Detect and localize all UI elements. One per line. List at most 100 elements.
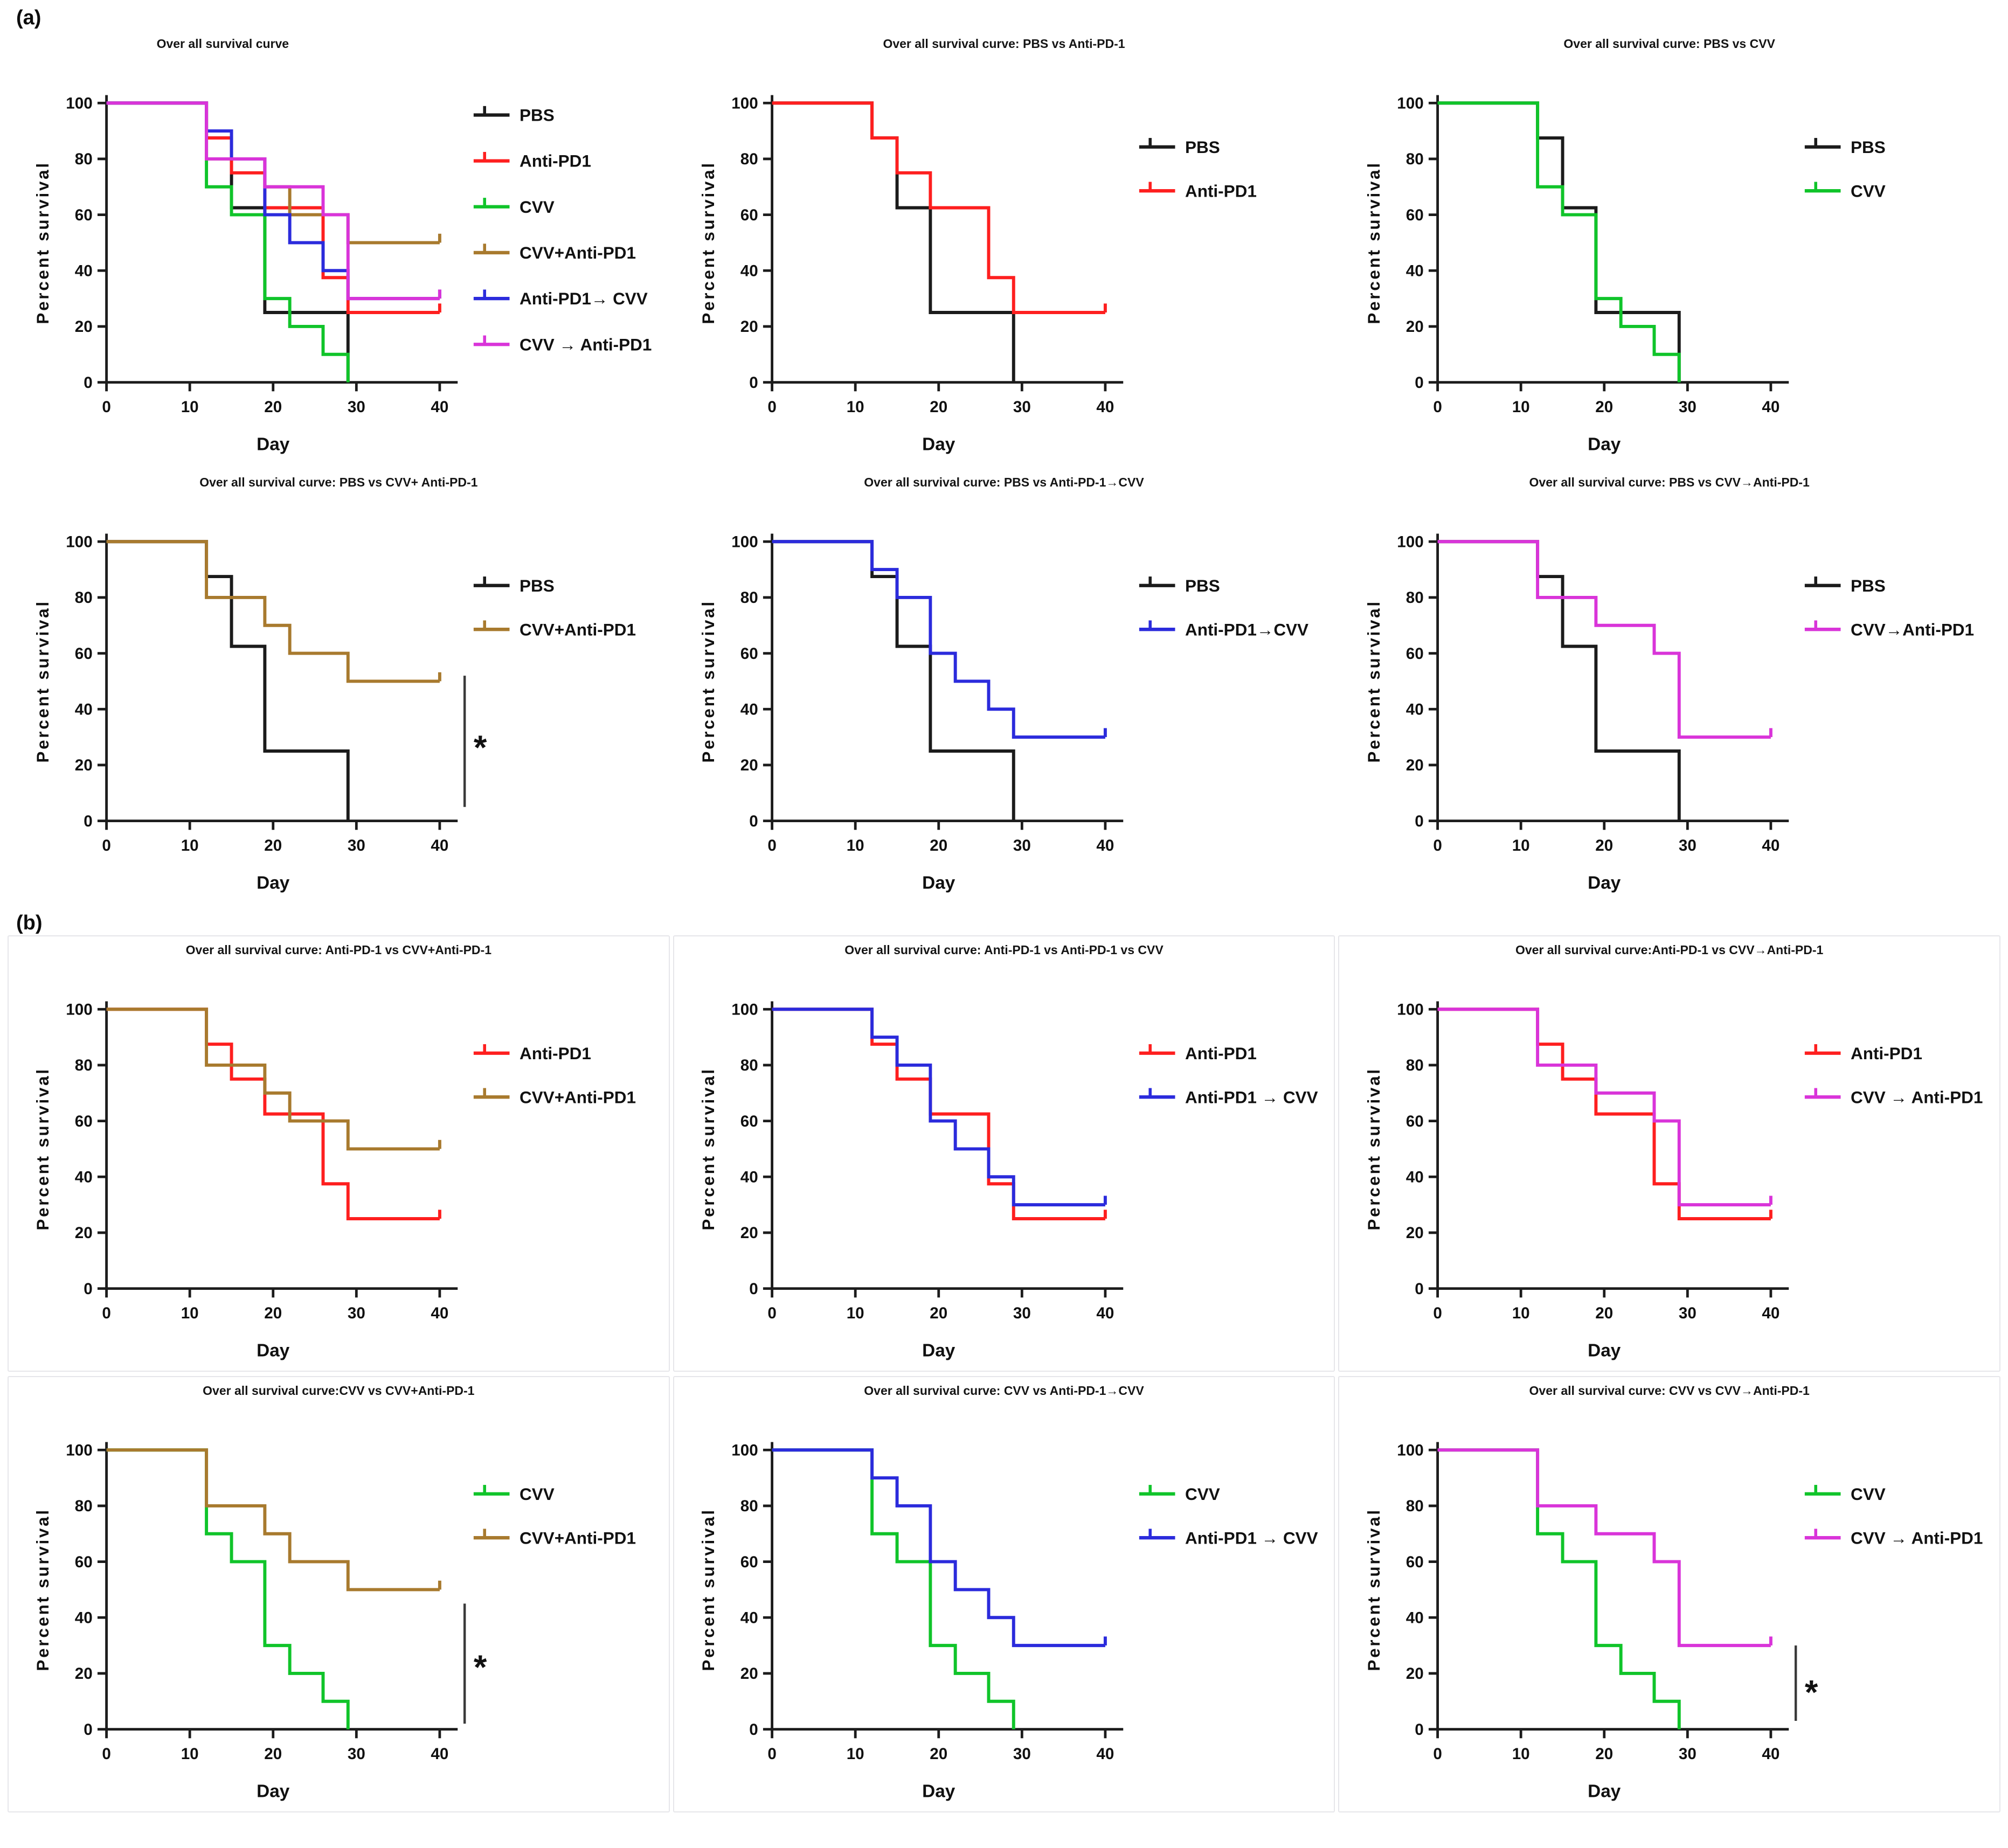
legend-label: CVV [1851,182,1886,200]
legend-label: Anti-PD1 [1185,182,1257,200]
legend-label: Anti-PD1 → CVV [1185,1088,1318,1107]
legend-label: PBS [1851,576,1886,595]
survival-chart: 0 20 40 60 80 100 0 10 20 30 40 Percent survival Day… [699,533,1308,893]
legend-label: PBS [1851,138,1886,157]
axis-labels: 0 20 40 60 80 100 0 10 20 30 40 Percent survival Day [34,1441,449,1801]
survival-panel: Over all survival curve: Anti-PD-1 vs CV… [8,935,670,1372]
x-tick-label: 10 [181,1745,199,1763]
y-tick-label: 0 [749,1280,758,1298]
x-tick-label: 30 [1679,1745,1697,1763]
survival-step-line [772,101,1015,383]
x-tick-label: 0 [767,1745,776,1763]
y-tick-label: 60 [740,645,758,663]
y-tick-label: 40 [75,1168,93,1186]
y-tick-label: 60 [1405,206,1423,224]
legend-item: CVV [474,198,555,217]
y-tick-label: 0 [84,374,93,392]
x-tick-label: 20 [265,1745,282,1763]
x-tick-label: 40 [1762,837,1779,854]
y-tick-label: 40 [1405,700,1423,718]
axis-labels: 0 20 40 60 80 100 0 10 20 30 40 Percent survival Day [1365,1441,1779,1801]
x-tick-label: 30 [1013,1304,1031,1322]
x-tick-label: 40 [1096,398,1114,416]
x-tick-label: 20 [265,398,282,416]
y-tick-label: 0 [1415,1280,1423,1298]
series-CVV-Anti-PD1 [106,101,442,301]
legend-item: CVV→Anti-PD1 [1804,620,1974,639]
y-tick-label: 100 [1397,1441,1423,1459]
y-tick-label: 20 [740,1665,758,1683]
survival-step-line [106,1008,440,1151]
x-tick-label: 40 [1762,1304,1779,1322]
legend-label: PBS [520,106,555,125]
survival-chart: 0 20 40 60 80 100 0 10 20 30 40 Percent survival Day… [699,1441,1318,1801]
survival-step-line [772,540,1105,739]
panel-title: Over all survival curve: PBS vs Anti-PD-… [864,475,1144,489]
axes [1428,1001,1789,1298]
x-tick-label: 10 [181,398,199,416]
axis-labels: 0 20 40 60 80 100 0 10 20 30 40 Percent survival Day [34,533,449,893]
x-tick-label: 10 [1512,398,1529,416]
y-tick-label: 80 [1405,150,1423,168]
y-tick-label: 40 [740,1168,758,1186]
x-tick-label: 10 [181,837,199,854]
y-axis-title: Percent survival [1365,1067,1383,1230]
x-tick-label: 20 [265,1304,282,1322]
x-tick-label: 30 [348,837,365,854]
y-tick-label: 60 [740,1553,758,1571]
survival-step-line [1437,101,1681,383]
series-CVV+Anti-PD1 [106,101,442,245]
y-tick-label: 100 [66,1441,93,1459]
series-PBS [772,101,1015,383]
series-CVV+Anti-PD1 [106,1008,442,1151]
survival-panel: Over all survival curve: CVV vs CVV→Anti… [1338,1376,2000,1812]
x-tick-label: 20 [1595,837,1613,854]
y-tick-label: 20 [75,1224,93,1242]
x-tick-label: 0 [767,837,776,854]
panel-title: Over all survival curve:CVV vs CVV+Anti-… [203,1384,475,1398]
survival-step-line [1437,101,1681,383]
y-tick-label: 60 [75,645,93,663]
x-tick-label: 30 [348,398,365,416]
survival-step-line [106,101,440,245]
x-tick-label: 30 [1679,1304,1697,1322]
legend-item: PBS [1139,576,1220,595]
y-tick-label: 80 [740,589,758,607]
survival-panel: Over all survival curve 0 20 40 60 80 100 0 10 2… [8,30,670,464]
y-tick-label: 80 [75,1497,93,1515]
y-tick-label: 60 [740,1113,758,1130]
survival-step-line [1437,540,1771,739]
legend-label: Anti-PD1→ CVV [520,289,648,308]
survival-step-line [772,1008,1105,1207]
legend-item: Anti-PD1 [1804,1044,1922,1063]
y-axis-title: Percent survival [1365,1508,1383,1671]
series-PBS [1437,101,1681,383]
survival-panel: Over all survival curve:CVV vs CVV+Anti-… [8,1376,670,1812]
x-tick-label: 20 [1595,1304,1613,1322]
panel-title: Over all survival curve [156,37,289,51]
legend-label: CVV [520,198,555,217]
y-tick-label: 40 [740,262,758,280]
y-tick-label: 100 [1397,1001,1423,1018]
survival-chart: 0 20 40 60 80 100 0 10 20 30 40 Percent survival Day… [34,94,652,454]
x-tick-label: 0 [102,837,111,854]
axis-labels: 0 20 40 60 80 100 0 10 20 30 40 Percent survival Day [1365,1001,1779,1360]
series-CVV [106,1448,350,1729]
y-tick-label: 80 [740,1057,758,1074]
series-CVV-Anti-PD1 [1437,1448,1772,1648]
panel-title: Over all survival curve: CVV vs CVV→Anti… [1529,1384,1810,1398]
y-tick-label: 20 [75,1665,93,1683]
survival-panel: Over all survival curve: PBS vs Anti-PD-… [673,469,1335,903]
legend-label: Anti-PD1 [1851,1044,1922,1063]
legend-item: Anti-PD1 [474,152,591,171]
legend-label: Anti-PD1 [520,152,591,171]
series-CVV+Anti-PD1 [106,540,442,683]
legend-label: Anti-PD1 [520,1044,591,1063]
survival-step-line [1437,1448,1771,1648]
y-tick-label: 80 [75,150,93,168]
series-CVV [772,1448,1015,1729]
y-tick-label: 100 [731,1441,758,1459]
survival-panel: Over all survival curve:Anti-PD-1 vs CVV… [1338,935,2000,1372]
axis-labels: 0 20 40 60 80 100 0 10 20 30 40 Percent survival Day [1365,94,1779,454]
legend-label: PBS [1185,576,1220,595]
